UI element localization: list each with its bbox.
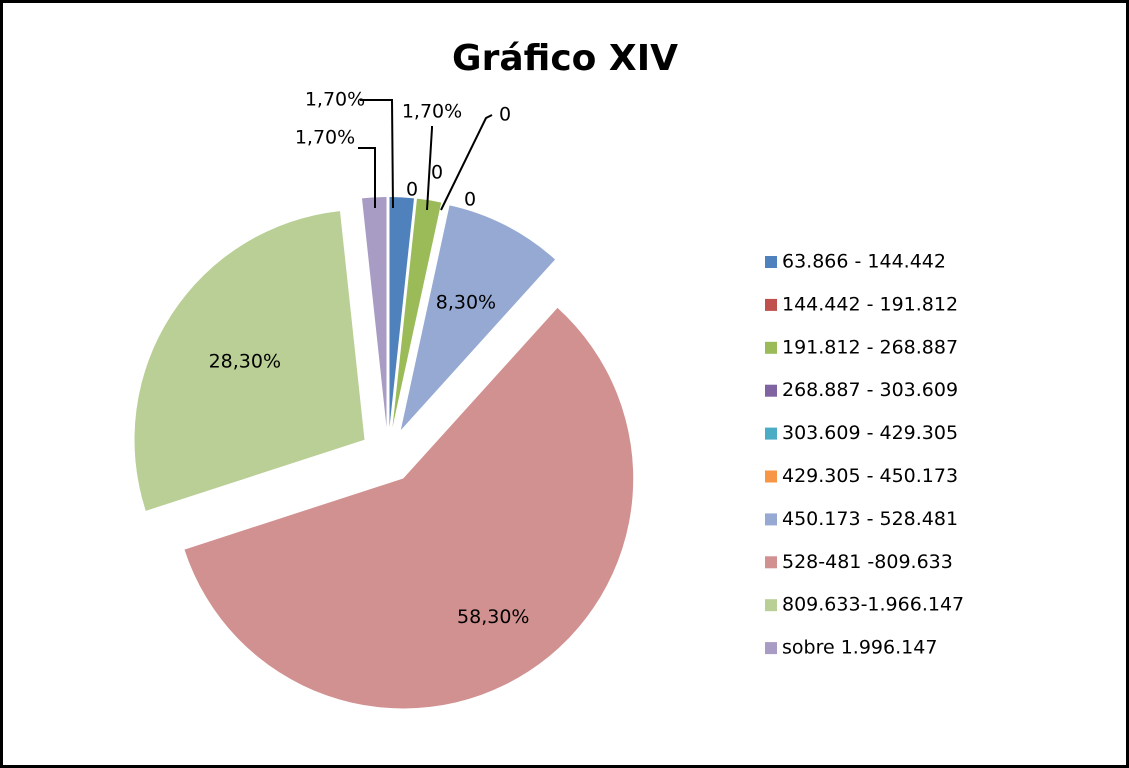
chart-title: Gráfico XIV xyxy=(452,38,678,79)
pie-slice xyxy=(392,198,442,428)
legend-label: 63.866 - 144.442 xyxy=(782,251,946,273)
legend-label: 809.633-1.966.147 xyxy=(782,594,964,616)
data-label: 28,30% xyxy=(209,351,281,373)
data-label: 1,70% xyxy=(295,127,355,149)
data-label: 1,70% xyxy=(402,101,462,123)
legend-swatch xyxy=(765,513,777,526)
data-label: 0 xyxy=(464,189,476,211)
legend-swatch xyxy=(765,384,777,397)
legend-label: 303.609 - 429.305 xyxy=(782,422,958,444)
data-label: 1,70% xyxy=(305,89,365,111)
legend-label: 450.173 - 528.481 xyxy=(782,508,958,530)
data-label: 0 xyxy=(499,104,511,126)
legend-swatch xyxy=(765,470,777,483)
pie-slice xyxy=(389,197,415,428)
legend-label: 528-481 -809.633 xyxy=(782,551,953,573)
data-label: 0 xyxy=(406,179,418,201)
leader-line xyxy=(440,114,493,211)
legend-swatch xyxy=(765,298,777,311)
leader-line xyxy=(358,147,376,208)
data-label: 58,30% xyxy=(457,606,529,628)
leader-line xyxy=(426,126,433,211)
legend-label: sobre 1.996.147 xyxy=(782,637,937,659)
legend-label: 429.305 - 450.173 xyxy=(782,465,958,487)
legend-swatch xyxy=(765,599,777,612)
pie-slice xyxy=(361,197,387,428)
legend-swatch xyxy=(765,427,777,440)
legend-swatch xyxy=(765,556,777,569)
data-label: 0 xyxy=(431,162,443,184)
pie-slice xyxy=(134,211,365,511)
pie-slice xyxy=(184,307,634,709)
leader-line xyxy=(360,99,394,209)
legend-label: 144.442 - 191.812 xyxy=(782,293,958,315)
pie-slice xyxy=(400,205,556,431)
legend-label: 191.812 - 268.887 xyxy=(782,336,958,358)
legend-swatch xyxy=(765,256,777,268)
legend-label: 268.887 - 303.609 xyxy=(782,379,958,401)
legend-swatch xyxy=(765,341,777,354)
data-label: 8,30% xyxy=(436,292,496,314)
legend-swatch xyxy=(765,642,777,655)
